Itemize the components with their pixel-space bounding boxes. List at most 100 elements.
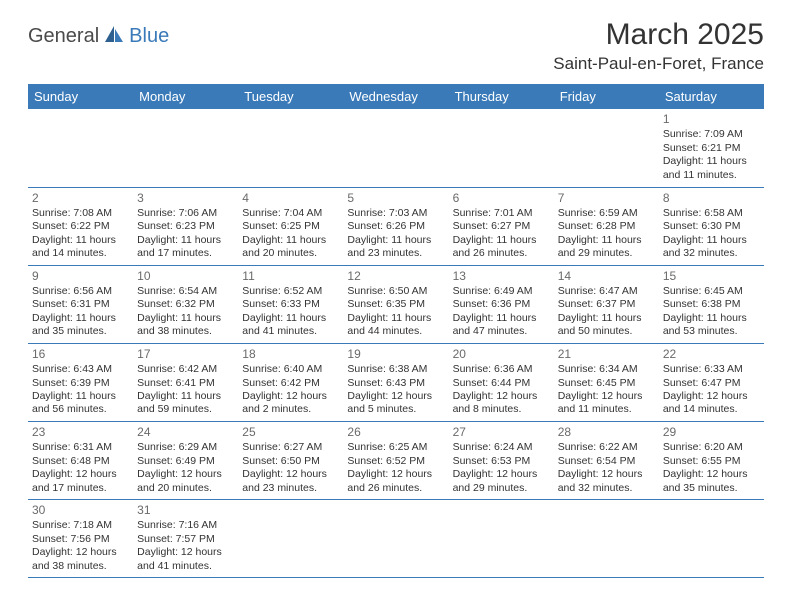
sunrise-text: Sunrise: 6:42 AM: [137, 363, 234, 376]
sunset-text: Sunset: 6:47 PM: [663, 377, 760, 390]
calendar-cell: 11Sunrise: 6:52 AMSunset: 6:33 PMDayligh…: [238, 265, 343, 343]
daylight-text: Daylight: 12 hours and 32 minutes.: [558, 468, 655, 495]
daylight-text: Daylight: 12 hours and 2 minutes.: [242, 390, 339, 417]
sunset-text: Sunset: 6:32 PM: [137, 298, 234, 311]
daylight-text: Daylight: 12 hours and 17 minutes.: [32, 468, 129, 495]
day-header: Thursday: [449, 84, 554, 109]
day-header: Saturday: [659, 84, 764, 109]
daylight-text: Daylight: 11 hours and 53 minutes.: [663, 312, 760, 339]
calendar-cell: 30Sunrise: 7:18 AMSunset: 7:56 PMDayligh…: [28, 499, 133, 577]
calendar-cell: 4Sunrise: 7:04 AMSunset: 6:25 PMDaylight…: [238, 187, 343, 265]
sunset-text: Sunset: 6:31 PM: [32, 298, 129, 311]
calendar-cell: 10Sunrise: 6:54 AMSunset: 6:32 PMDayligh…: [133, 265, 238, 343]
sunset-text: Sunset: 6:55 PM: [663, 455, 760, 468]
calendar-cell: 14Sunrise: 6:47 AMSunset: 6:37 PMDayligh…: [554, 265, 659, 343]
sunset-text: Sunset: 7:56 PM: [32, 533, 129, 546]
daylight-text: Daylight: 11 hours and 11 minutes.: [663, 155, 760, 182]
header: General Blue March 2025 Saint-Paul-en-Fo…: [28, 18, 764, 74]
calendar-cell: [28, 109, 133, 187]
sunrise-text: Sunrise: 6:58 AM: [663, 207, 760, 220]
calendar-row: 9Sunrise: 6:56 AMSunset: 6:31 PMDaylight…: [28, 265, 764, 343]
daylight-text: Daylight: 11 hours and 38 minutes.: [137, 312, 234, 339]
day-header: Wednesday: [343, 84, 448, 109]
calendar-cell: [133, 109, 238, 187]
calendar-cell: [343, 109, 448, 187]
day-number: 4: [242, 191, 339, 206]
sunrise-text: Sunrise: 7:18 AM: [32, 519, 129, 532]
day-header-row: Sunday Monday Tuesday Wednesday Thursday…: [28, 84, 764, 109]
calendar-cell: 3Sunrise: 7:06 AMSunset: 6:23 PMDaylight…: [133, 187, 238, 265]
sunrise-text: Sunrise: 6:43 AM: [32, 363, 129, 376]
logo-text-blue: Blue: [129, 25, 169, 48]
sunrise-text: Sunrise: 6:56 AM: [32, 285, 129, 298]
sunrise-text: Sunrise: 6:59 AM: [558, 207, 655, 220]
calendar-cell: 28Sunrise: 6:22 AMSunset: 6:54 PMDayligh…: [554, 421, 659, 499]
calendar-cell: 12Sunrise: 6:50 AMSunset: 6:35 PMDayligh…: [343, 265, 448, 343]
sunrise-text: Sunrise: 6:54 AM: [137, 285, 234, 298]
daylight-text: Daylight: 11 hours and 41 minutes.: [242, 312, 339, 339]
daylight-text: Daylight: 12 hours and 14 minutes.: [663, 390, 760, 417]
sunrise-text: Sunrise: 6:34 AM: [558, 363, 655, 376]
sunrise-text: Sunrise: 6:25 AM: [347, 441, 444, 454]
day-number: 3: [137, 191, 234, 206]
daylight-text: Daylight: 11 hours and 47 minutes.: [453, 312, 550, 339]
day-number: 18: [242, 347, 339, 362]
day-header: Tuesday: [238, 84, 343, 109]
sunrise-text: Sunrise: 6:33 AM: [663, 363, 760, 376]
calendar-page: General Blue March 2025 Saint-Paul-en-Fo…: [0, 0, 792, 578]
calendar-cell: 16Sunrise: 6:43 AMSunset: 6:39 PMDayligh…: [28, 343, 133, 421]
sunset-text: Sunset: 6:23 PM: [137, 220, 234, 233]
daylight-text: Daylight: 11 hours and 44 minutes.: [347, 312, 444, 339]
sunset-text: Sunset: 6:26 PM: [347, 220, 444, 233]
day-number: 13: [453, 269, 550, 284]
logo: General Blue: [28, 24, 169, 49]
calendar-cell: [449, 109, 554, 187]
sunrise-text: Sunrise: 7:04 AM: [242, 207, 339, 220]
calendar-cell: 25Sunrise: 6:27 AMSunset: 6:50 PMDayligh…: [238, 421, 343, 499]
calendar-cell: 18Sunrise: 6:40 AMSunset: 6:42 PMDayligh…: [238, 343, 343, 421]
day-number: 12: [347, 269, 444, 284]
daylight-text: Daylight: 11 hours and 59 minutes.: [137, 390, 234, 417]
daylight-text: Daylight: 11 hours and 14 minutes.: [32, 234, 129, 261]
daylight-text: Daylight: 12 hours and 38 minutes.: [32, 546, 129, 573]
daylight-text: Daylight: 11 hours and 32 minutes.: [663, 234, 760, 261]
logo-sail-icon: [103, 24, 125, 49]
day-number: 2: [32, 191, 129, 206]
daylight-text: Daylight: 12 hours and 35 minutes.: [663, 468, 760, 495]
day-number: 10: [137, 269, 234, 284]
sunrise-text: Sunrise: 6:22 AM: [558, 441, 655, 454]
calendar-cell: [343, 499, 448, 577]
day-number: 1: [663, 112, 760, 127]
daylight-text: Daylight: 11 hours and 17 minutes.: [137, 234, 234, 261]
day-number: 22: [663, 347, 760, 362]
sunrise-text: Sunrise: 7:09 AM: [663, 128, 760, 141]
calendar-cell: 9Sunrise: 6:56 AMSunset: 6:31 PMDaylight…: [28, 265, 133, 343]
sunset-text: Sunset: 6:53 PM: [453, 455, 550, 468]
calendar-cell: 1Sunrise: 7:09 AMSunset: 6:21 PMDaylight…: [659, 109, 764, 187]
sunset-text: Sunset: 6:22 PM: [32, 220, 129, 233]
sunset-text: Sunset: 7:57 PM: [137, 533, 234, 546]
sunrise-text: Sunrise: 7:16 AM: [137, 519, 234, 532]
calendar-row: 30Sunrise: 7:18 AMSunset: 7:56 PMDayligh…: [28, 499, 764, 577]
daylight-text: Daylight: 12 hours and 23 minutes.: [242, 468, 339, 495]
day-number: 20: [453, 347, 550, 362]
calendar-cell: [554, 499, 659, 577]
calendar-cell: [554, 109, 659, 187]
calendar-cell: 20Sunrise: 6:36 AMSunset: 6:44 PMDayligh…: [449, 343, 554, 421]
sunrise-text: Sunrise: 7:08 AM: [32, 207, 129, 220]
day-number: 27: [453, 425, 550, 440]
day-header: Monday: [133, 84, 238, 109]
calendar-cell: 8Sunrise: 6:58 AMSunset: 6:30 PMDaylight…: [659, 187, 764, 265]
sunrise-text: Sunrise: 6:24 AM: [453, 441, 550, 454]
calendar-row: 2Sunrise: 7:08 AMSunset: 6:22 PMDaylight…: [28, 187, 764, 265]
day-number: 24: [137, 425, 234, 440]
calendar-cell: 27Sunrise: 6:24 AMSunset: 6:53 PMDayligh…: [449, 421, 554, 499]
daylight-text: Daylight: 11 hours and 20 minutes.: [242, 234, 339, 261]
day-number: 6: [453, 191, 550, 206]
sunrise-text: Sunrise: 6:40 AM: [242, 363, 339, 376]
sunset-text: Sunset: 6:30 PM: [663, 220, 760, 233]
day-header: Sunday: [28, 84, 133, 109]
sunset-text: Sunset: 6:27 PM: [453, 220, 550, 233]
sunset-text: Sunset: 6:36 PM: [453, 298, 550, 311]
daylight-text: Daylight: 11 hours and 29 minutes.: [558, 234, 655, 261]
